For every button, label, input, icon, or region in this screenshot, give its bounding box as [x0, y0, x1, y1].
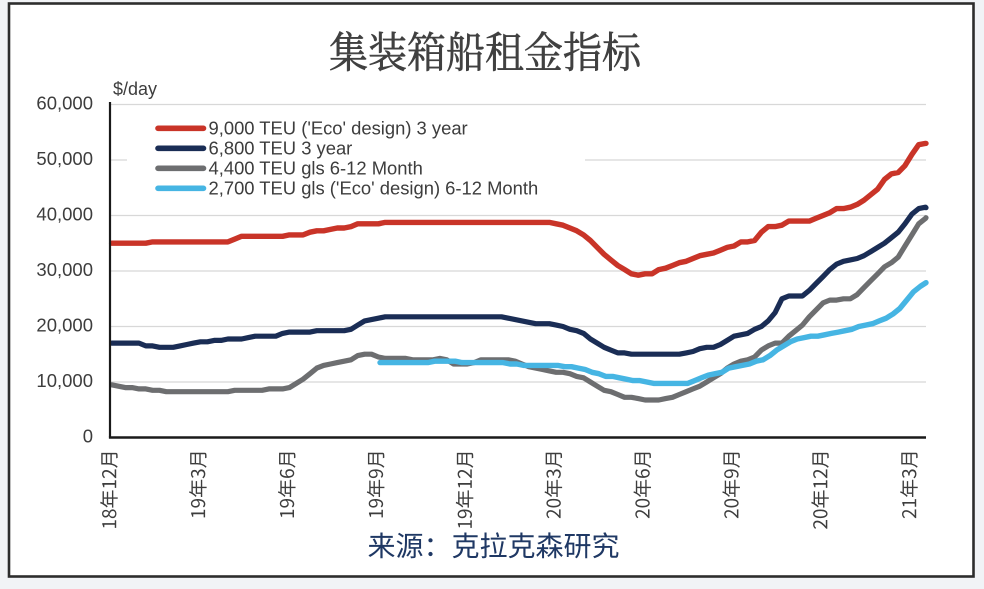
svg-text:$/day: $/day: [113, 79, 157, 99]
svg-text:20,000: 20,000: [36, 315, 93, 336]
svg-text:50,000: 50,000: [36, 148, 93, 169]
svg-text:2,700 TEU gls ('Eco' design) 6: 2,700 TEU gls ('Eco' design) 6-12 Month: [209, 178, 539, 199]
svg-text:40,000: 40,000: [36, 204, 93, 225]
svg-text:9,000 TEU ('Eco' design) 3 yea: 9,000 TEU ('Eco' design) 3 year: [209, 118, 468, 139]
svg-text:60,000: 60,000: [36, 93, 93, 114]
svg-text:10,000: 10,000: [36, 370, 93, 391]
svg-text:4,400 TEU gls 6-12 Month: 4,400 TEU gls 6-12 Month: [209, 158, 423, 179]
svg-text:6,800 TEU 3 year: 6,800 TEU 3 year: [209, 138, 353, 159]
svg-text:30,000: 30,000: [36, 259, 93, 280]
svg-text:0: 0: [83, 426, 93, 447]
